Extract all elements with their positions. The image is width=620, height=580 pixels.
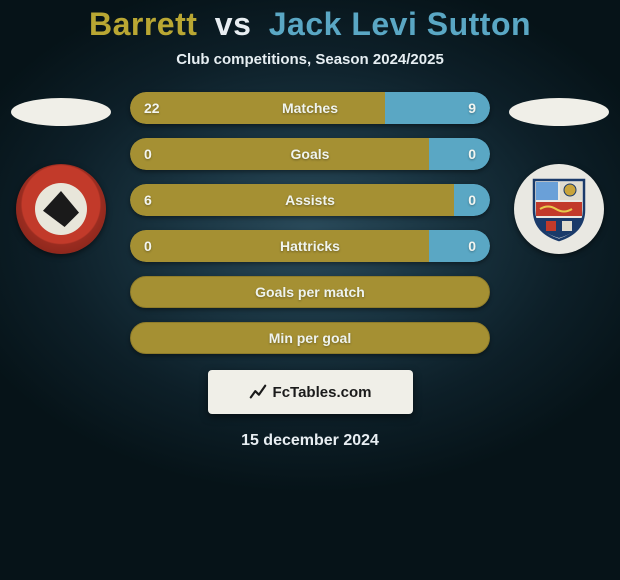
- comparison-card: Barrett vs Jack Levi Sutton Club competi…: [0, 0, 620, 580]
- stat-left-seg: 22: [130, 92, 385, 124]
- stat-bar: 229Matches: [130, 92, 490, 124]
- player1-name: Barrett: [89, 6, 197, 42]
- date-label: 15 december 2024: [0, 432, 620, 450]
- brand-text: FcTables.com: [273, 384, 372, 401]
- summary-bar: Min per goal: [130, 322, 490, 354]
- stat-right-seg: 0: [429, 138, 490, 170]
- stat-left-value: 0: [144, 146, 152, 162]
- player2-photo-placeholder: [509, 98, 609, 126]
- stat-right-value: 0: [468, 238, 476, 254]
- summary-bar: Goals per match: [130, 276, 490, 308]
- content-row: 229Matches00Goals60Assists00HattricksGoa…: [0, 92, 620, 354]
- player1-photo-placeholder: [11, 98, 111, 126]
- stat-bar: 00Hattricks: [130, 230, 490, 262]
- stat-bar: 00Goals: [130, 138, 490, 170]
- stat-bar: 60Assists: [130, 184, 490, 216]
- stat-left-seg: 0: [130, 138, 429, 170]
- stat-right-seg: 0: [454, 184, 490, 216]
- shield-icon: [524, 174, 594, 244]
- club-badge-left: [16, 164, 106, 254]
- club-badge-right: [514, 164, 604, 254]
- stat-left-value: 6: [144, 192, 152, 208]
- stat-right-value: 0: [468, 146, 476, 162]
- subtitle: Club competitions, Season 2024/2025: [0, 51, 620, 68]
- brand-chart-icon: [249, 383, 267, 401]
- right-side: [504, 92, 614, 254]
- brand-pill: FcTables.com: [208, 370, 413, 414]
- stat-right-value: 0: [468, 192, 476, 208]
- stat-right-value: 9: [468, 100, 476, 116]
- stat-left-seg: 0: [130, 230, 429, 262]
- stat-left-seg: 6: [130, 184, 454, 216]
- stat-right-seg: 0: [429, 230, 490, 262]
- page-title: Barrett vs Jack Levi Sutton: [0, 6, 620, 43]
- summary-label: Goals per match: [255, 284, 365, 300]
- vs-label: vs: [215, 6, 252, 42]
- stat-left-value: 0: [144, 238, 152, 254]
- stat-bars: 229Matches00Goals60Assists00HattricksGoa…: [130, 92, 490, 354]
- left-side: [6, 92, 116, 254]
- summary-label: Min per goal: [269, 330, 351, 346]
- stat-right-seg: 9: [385, 92, 490, 124]
- player2-name: Jack Levi Sutton: [269, 6, 531, 42]
- stat-left-value: 22: [144, 100, 160, 116]
